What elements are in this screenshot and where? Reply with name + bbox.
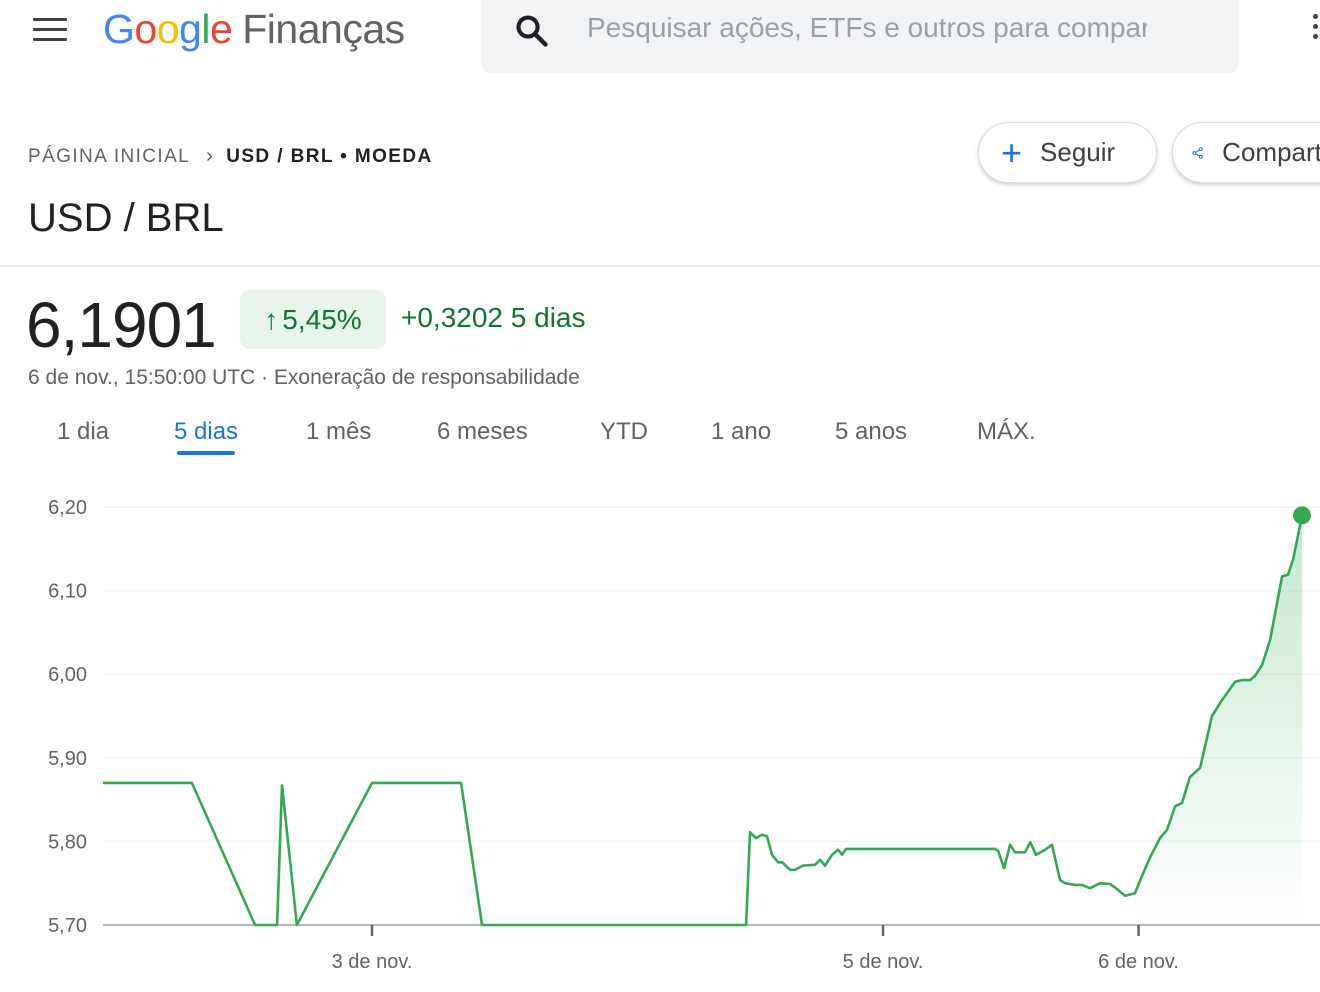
tab-1-dia[interactable]: 1 dia <box>57 418 110 445</box>
current-price: 6,1901 <box>26 289 217 361</box>
quote-timestamp[interactable]: 6 de nov., 15:50:00 UTC · Exoneração de … <box>28 366 580 389</box>
percent-change: 5,45% <box>282 303 362 335</box>
search-input[interactable] <box>587 10 1147 46</box>
x-tick-label: 6 de nov. <box>1098 951 1179 973</box>
follow-label: Seguir <box>1040 137 1116 167</box>
more-options-icon[interactable] <box>1313 14 1320 44</box>
y-tick-label: 5,80 <box>48 831 87 853</box>
tab-máx-[interactable]: MÁX. <box>977 418 1036 445</box>
breadcrumb-home[interactable]: PÁGINA INICIAL <box>28 145 191 167</box>
tab-5-dias[interactable]: 5 dias <box>174 418 239 455</box>
share-button[interactable]: Compartilhar <box>1172 122 1320 183</box>
price-line <box>103 515 1304 927</box>
breadcrumb: PÁGINA INICIAL › USD / BRL • MOEDA <box>28 145 433 168</box>
price-chart[interactable]: 6,20 6,10 6,00 5,90 5,80 5,70 3 de nov. 5 de no… <box>0 480 1320 980</box>
x-tick-label: 5 de nov. <box>843 951 924 973</box>
main-menu-button[interactable] <box>33 18 67 44</box>
divider <box>0 265 1320 267</box>
latest-price-marker <box>1293 506 1311 525</box>
y-tick-label: 5,90 <box>48 748 87 770</box>
percent-change-badge: ↑ 5,45% <box>240 290 386 349</box>
tab-1-mês[interactable]: 1 mês <box>306 418 372 445</box>
price-area-fill <box>1135 515 1302 925</box>
search-icon[interactable] <box>513 12 551 50</box>
logo-product: Finanças <box>242 6 405 52</box>
tab-5-anos[interactable]: 5 anos <box>835 418 908 445</box>
search-bar[interactable] <box>481 0 1239 73</box>
x-tick-label: 3 de nov. <box>332 951 413 973</box>
follow-button[interactable]: + Seguir <box>978 122 1157 183</box>
tab-ytd[interactable]: YTD <box>600 418 648 445</box>
tab-6-meses[interactable]: 6 meses <box>437 418 528 445</box>
plus-icon: + <box>1001 131 1023 173</box>
share-label: Compartilhar <box>1222 137 1320 167</box>
y-tick-label: 6,00 <box>48 664 87 686</box>
arrow-up-icon: ↑ <box>264 303 279 335</box>
absolute-change: +0,3202 5 dias <box>401 302 586 333</box>
y-tick-label: 5,70 <box>48 915 87 937</box>
y-tick-label: 6,20 <box>48 497 87 519</box>
google-finance-logo[interactable]: Google Finanças <box>103 6 405 53</box>
tab-1-ano[interactable]: 1 ano <box>711 418 772 445</box>
share-icon <box>1192 146 1203 159</box>
breadcrumb-current: USD / BRL • MOEDA <box>226 145 433 167</box>
y-tick-label: 6,10 <box>48 581 87 603</box>
chevron-right-icon: › <box>206 145 215 167</box>
logo-google: Google <box>103 6 233 52</box>
page-title: USD / BRL <box>28 196 224 240</box>
